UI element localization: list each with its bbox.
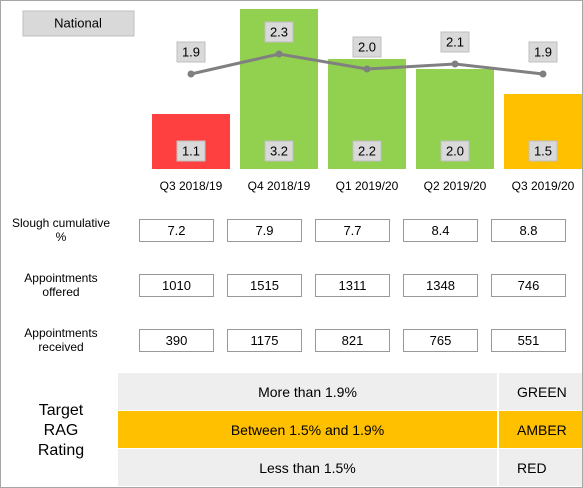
- line-label-box: [440, 31, 470, 53]
- bar-label-box: [264, 140, 294, 162]
- line-label-box: [176, 41, 206, 63]
- line-marker: [187, 70, 195, 78]
- row-label: Appointments offered: [24, 271, 98, 299]
- table-cell: 1515: [227, 274, 302, 297]
- table-cell: 7.2: [139, 219, 214, 242]
- line-label: 2.0: [358, 39, 376, 54]
- rag-text: More than 1.9%: [118, 373, 497, 410]
- line-marker: [363, 65, 371, 73]
- line-label: 1.9: [534, 44, 552, 59]
- line-label-box: [528, 41, 558, 63]
- line-label: 2.1: [446, 34, 464, 49]
- bar-label-box: [352, 140, 382, 162]
- bar-label-box: [176, 140, 206, 162]
- table-cell: 551: [491, 329, 566, 352]
- rag-text: Less than 1.5%: [118, 449, 497, 486]
- line-label: 1.9: [182, 44, 200, 59]
- line-marker: [451, 60, 459, 68]
- table-cell: 1010: [139, 274, 214, 297]
- rag-rating: AMBER: [499, 411, 582, 448]
- table-cell: 7.7: [315, 219, 390, 242]
- table-cell: 1175: [227, 329, 302, 352]
- rag-text: Between 1.5% and 1.9%: [118, 411, 497, 448]
- chart: 1.1 3.2 2.2 2.0 1.5 1.9 2.3 2.0 2.1 1.9 National Q3…: [22, 9, 582, 193]
- bar-label: 3.2: [270, 143, 288, 158]
- bar-label-box: [528, 140, 558, 162]
- line-label-box: [264, 21, 294, 43]
- table-cell: 8.4: [403, 219, 478, 242]
- legend-label: National: [54, 15, 102, 30]
- x-tick-label: Q2 2019/20: [424, 179, 487, 193]
- table-cell: 8.8: [491, 219, 566, 242]
- rag-rating: GREEN: [499, 373, 582, 410]
- bar-label: 1.5: [534, 143, 552, 158]
- x-tick-label: Q1 2019/20: [336, 179, 399, 193]
- table-cell: 765: [403, 329, 478, 352]
- line-marker: [275, 50, 283, 58]
- table-cell: 7.9: [227, 219, 302, 242]
- table-cell: 390: [139, 329, 214, 352]
- bar-label: 1.1: [182, 143, 200, 158]
- bar-label: 2.0: [446, 143, 464, 158]
- bar-label-box: [440, 140, 470, 162]
- x-tick-label: Q3 2018/19: [160, 179, 223, 193]
- table-cell: 1348: [403, 274, 478, 297]
- table-cell: 746: [491, 274, 566, 297]
- line-marker: [539, 70, 547, 78]
- rag-rating: RED: [499, 449, 582, 486]
- line-label-box: [352, 36, 382, 58]
- x-tick-label: Q4 2018/19: [248, 179, 311, 193]
- legend-box: [22, 10, 135, 37]
- table-cell: 821: [315, 329, 390, 352]
- rag-title: Target RAG Rating: [37, 402, 85, 459]
- row-label: Appointments received: [24, 326, 98, 354]
- row-label: Slough cumulative %: [11, 216, 111, 244]
- x-tick-label: Q3 2019/20: [512, 179, 575, 193]
- bar-label: 2.2: [358, 143, 376, 158]
- table-cell: 1311: [315, 274, 390, 297]
- line-label: 2.3: [270, 24, 288, 39]
